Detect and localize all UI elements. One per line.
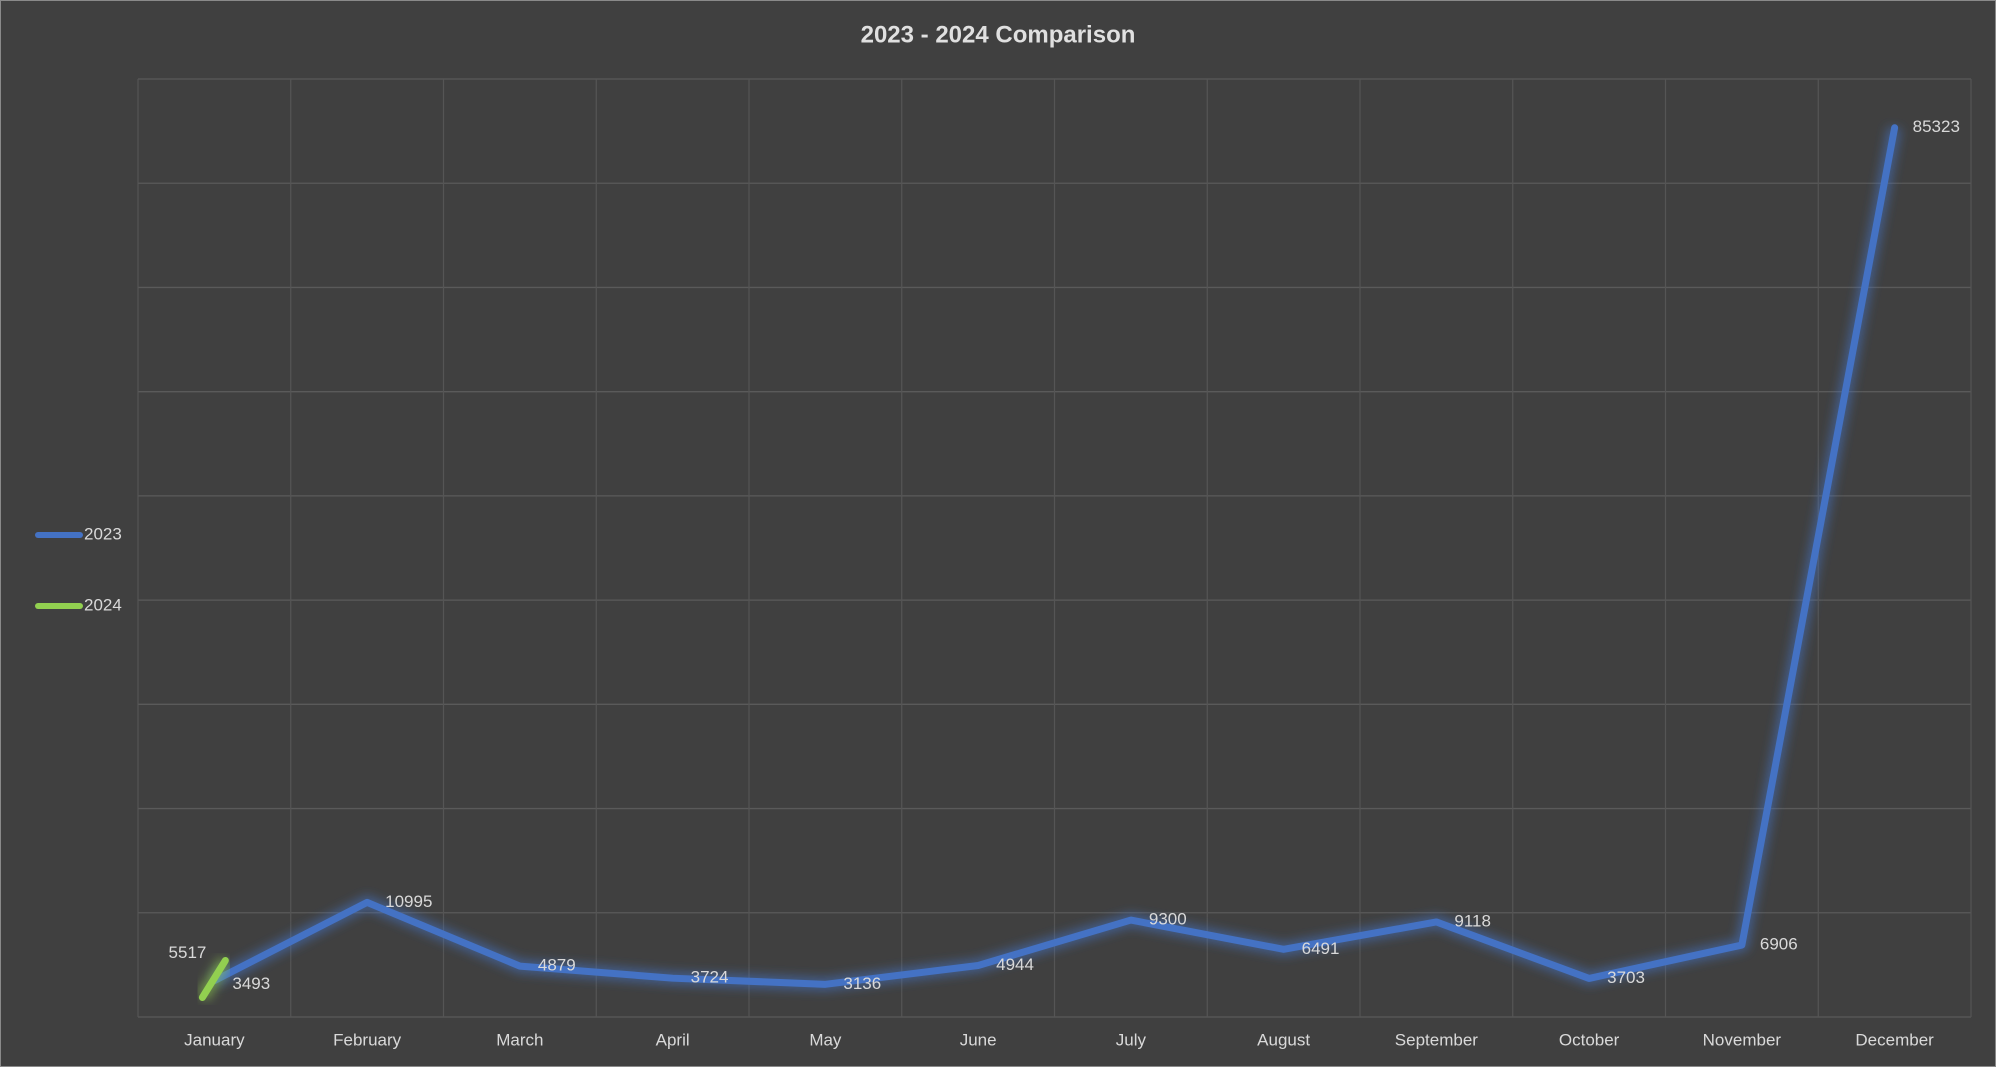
x-tick-label: February bbox=[333, 1030, 402, 1049]
x-tick-label: September bbox=[1395, 1030, 1478, 1049]
grid bbox=[137, 78, 1972, 1018]
x-tick-label: April bbox=[656, 1030, 690, 1049]
data-label: 6491 bbox=[1302, 939, 1340, 958]
data-label: 9300 bbox=[1149, 910, 1187, 929]
x-tick-label: March bbox=[496, 1030, 543, 1049]
x-tick-label: January bbox=[184, 1030, 245, 1049]
x-tick-label: August bbox=[1257, 1030, 1310, 1049]
data-label: 9118 bbox=[1454, 911, 1491, 930]
data-label: 4879 bbox=[538, 956, 576, 975]
series-line bbox=[198, 957, 229, 1002]
data-label: 4944 bbox=[996, 955, 1034, 974]
x-tick-label: December bbox=[1855, 1030, 1934, 1049]
x-tick-label: May bbox=[809, 1030, 842, 1049]
data-label: 5517 bbox=[169, 943, 207, 962]
marks bbox=[196, 124, 1902, 1002]
x-tick-label: October bbox=[1559, 1030, 1620, 1049]
data-label: 3136 bbox=[843, 974, 881, 993]
data-label: 85323 bbox=[1913, 117, 1960, 136]
data-label: 3724 bbox=[691, 968, 729, 987]
legend-label: 2023 bbox=[84, 524, 122, 543]
data-label: 10995 bbox=[385, 892, 432, 911]
data-label: 3493 bbox=[232, 974, 270, 993]
series-line bbox=[210, 124, 1899, 988]
data-label: 3703 bbox=[1607, 968, 1645, 987]
x-tick-label: July bbox=[1116, 1030, 1147, 1049]
x-tick-label: November bbox=[1703, 1030, 1782, 1049]
legend-label: 2024 bbox=[84, 595, 122, 614]
data-label: 6906 bbox=[1760, 935, 1798, 954]
x-tick-label: June bbox=[960, 1030, 997, 1049]
chart-title: 2023 - 2024 Comparison bbox=[861, 21, 1136, 48]
